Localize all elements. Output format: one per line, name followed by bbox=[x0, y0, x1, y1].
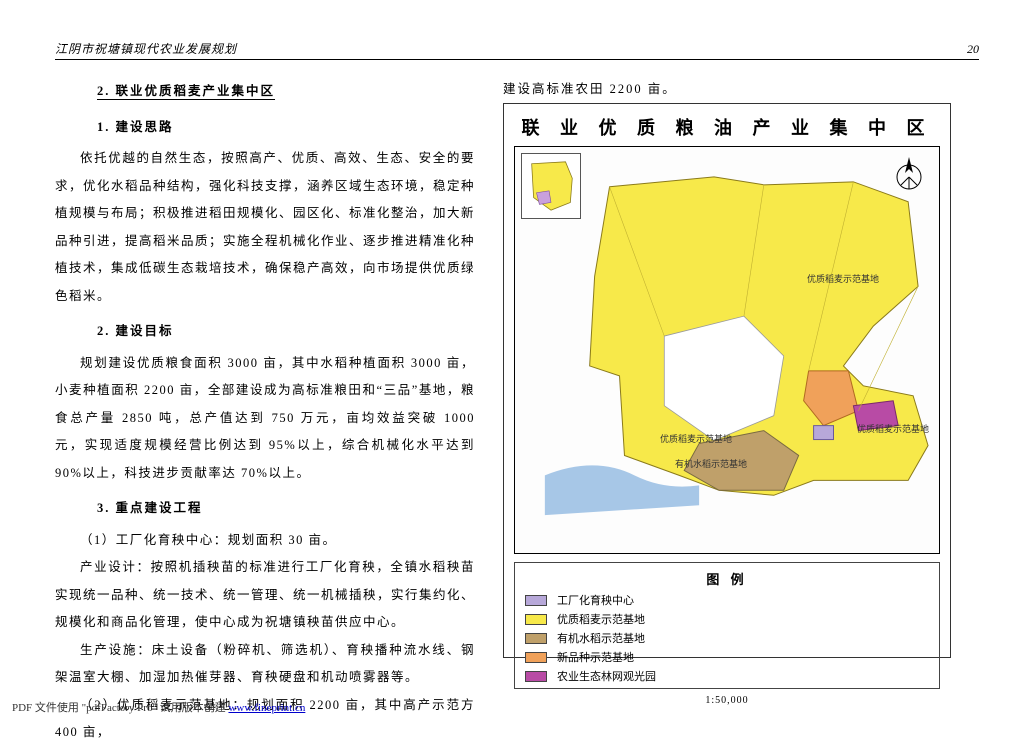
map-label: 优质稻麦示范基地 bbox=[857, 422, 929, 435]
subheading-3: 3. 重点建设工程 bbox=[97, 495, 475, 523]
locator-inset bbox=[521, 153, 581, 219]
compass-icon bbox=[887, 153, 931, 197]
pdf-footer: PDF 文件使用 "pdfFactory Pro" 试用版本创建 www.fin… bbox=[12, 699, 305, 715]
legend-label: 农业生态林网观光园 bbox=[557, 668, 656, 684]
legend-item: 工厂化育秧中心 bbox=[525, 592, 929, 608]
map-frame: 优质稻麦示范基地 优质稻麦示范基地 优质稻麦示范基地 有机水稻示范基地 bbox=[514, 146, 940, 554]
swatch bbox=[525, 652, 547, 663]
two-column-layout: 2. 联业优质稻麦产业集中区 1. 建设思路 依托优越的自然生态，按照高产、优质… bbox=[55, 78, 979, 747]
text-column: 2. 联业优质稻麦产业集中区 1. 建设思路 依托优越的自然生态，按照高产、优质… bbox=[55, 78, 475, 747]
legend-title: 图 例 bbox=[525, 569, 929, 588]
legend-item: 新品种示范基地 bbox=[525, 649, 929, 665]
paragraph: 产业设计：按照机插秧苗的标准进行工厂化育秧，全镇水稻秧苗实现统一品种、统一技术、… bbox=[55, 554, 475, 637]
legend-item: 农业生态林网观光园 bbox=[525, 668, 929, 684]
legend-item: 有机水稻示范基地 bbox=[525, 630, 929, 646]
running-header: 江阴市祝塘镇现代农业发展规划 20 bbox=[55, 40, 979, 60]
footer-link[interactable]: www.fineprint.cn bbox=[228, 702, 305, 714]
legend-label: 有机水稻示范基地 bbox=[557, 630, 645, 646]
paragraph: 生产设施：床土设备（粉碎机、筛选机）、育秧播种流水线、钢架温室大棚、加湿加热催芽… bbox=[55, 637, 475, 692]
legend-item: 优质稻麦示范基地 bbox=[525, 611, 929, 627]
section-heading: 2. 联业优质稻麦产业集中区 bbox=[97, 78, 475, 106]
swatch bbox=[525, 671, 547, 682]
legend-label: 优质稻麦示范基地 bbox=[557, 611, 645, 627]
swatch bbox=[525, 595, 547, 606]
map-title: 联 业 优 质 粮 油 产 业 集 中 区 bbox=[514, 114, 940, 140]
footer-text: PDF 文件使用 "pdfFactory Pro" 试用版本创建 bbox=[12, 702, 228, 714]
map-label: 优质稻麦示范基地 bbox=[807, 272, 879, 285]
map-label: 有机水稻示范基地 bbox=[675, 457, 747, 470]
legend-items: 工厂化育秧中心 优质稻麦示范基地 有机水稻示范基地 新品种示范基地 bbox=[525, 592, 929, 684]
paragraph: （1）工厂化育秧中心：规划面积 30 亩。 bbox=[55, 527, 475, 555]
map-legend: 图 例 工厂化育秧中心 优质稻麦示范基地 有机水稻示范基地 bbox=[514, 562, 940, 689]
paragraph: 依托优越的自然生态，按照高产、优质、高效、生态、安全的要求，优化水稻品种结构，强… bbox=[55, 145, 475, 310]
subheading-1: 1. 建设思路 bbox=[97, 114, 475, 142]
subheading-2: 2. 建设目标 bbox=[97, 318, 475, 346]
paragraph: 规划建设优质粮食面积 3000 亩，其中水稻种植面积 3000 亩，小麦种植面积… bbox=[55, 350, 475, 488]
legend-label: 工厂化育秧中心 bbox=[557, 592, 634, 608]
legend-label: 新品种示范基地 bbox=[557, 649, 634, 665]
continuation-line: 建设高标准农田 2200 亩。 bbox=[503, 78, 979, 97]
swatch bbox=[525, 614, 547, 625]
swatch bbox=[525, 633, 547, 644]
figure-column: 建设高标准农田 2200 亩。 联 业 优 质 粮 油 产 业 集 中 区 bbox=[503, 78, 979, 747]
document-page: 江阴市祝塘镇现代农业发展规划 20 2. 联业优质稻麦产业集中区 1. 建设思路… bbox=[0, 0, 1024, 747]
map-scale: 1:50,000 bbox=[514, 695, 940, 706]
header-title: 江阴市祝塘镇现代农业发展规划 bbox=[55, 40, 237, 57]
header-page-number: 20 bbox=[967, 42, 979, 57]
map-label: 优质稻麦示范基地 bbox=[660, 432, 732, 445]
map-card: 联 业 优 质 粮 油 产 业 集 中 区 bbox=[503, 103, 951, 658]
